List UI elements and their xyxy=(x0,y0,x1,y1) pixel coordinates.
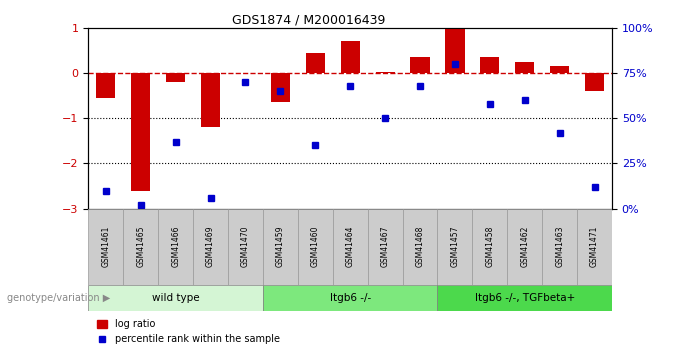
Bar xyxy=(88,209,123,285)
Bar xyxy=(368,209,403,285)
Bar xyxy=(271,73,290,102)
Bar xyxy=(445,28,464,73)
Text: Itgb6 -/-: Itgb6 -/- xyxy=(330,293,371,303)
Text: GSM41465: GSM41465 xyxy=(136,226,146,267)
Bar xyxy=(193,209,228,285)
Bar xyxy=(507,209,542,285)
Bar xyxy=(437,285,612,310)
Text: GSM41463: GSM41463 xyxy=(555,226,564,267)
Text: GSM41459: GSM41459 xyxy=(276,226,285,267)
Text: GSM41458: GSM41458 xyxy=(486,226,494,267)
Bar xyxy=(515,61,534,73)
Bar xyxy=(542,209,577,285)
Bar xyxy=(298,209,333,285)
Bar xyxy=(411,57,430,73)
Text: GSM41469: GSM41469 xyxy=(206,226,215,267)
Bar xyxy=(97,73,116,98)
Text: GSM41464: GSM41464 xyxy=(345,226,355,267)
Text: genotype/variation ▶: genotype/variation ▶ xyxy=(7,293,110,303)
Text: GSM41462: GSM41462 xyxy=(520,226,529,267)
Text: GSM41461: GSM41461 xyxy=(101,226,110,267)
Bar xyxy=(306,52,325,73)
Bar xyxy=(333,209,368,285)
Text: GSM41471: GSM41471 xyxy=(590,226,599,267)
Bar xyxy=(341,41,360,73)
Bar xyxy=(403,209,437,285)
Text: wild type: wild type xyxy=(152,293,199,303)
Text: GSM41457: GSM41457 xyxy=(450,226,460,267)
Bar xyxy=(473,209,507,285)
Text: GSM41460: GSM41460 xyxy=(311,226,320,267)
Bar xyxy=(437,209,473,285)
Bar xyxy=(131,73,150,190)
Bar xyxy=(585,73,604,91)
Bar xyxy=(263,285,437,310)
Title: GDS1874 / M200016439: GDS1874 / M200016439 xyxy=(232,13,385,27)
Bar xyxy=(550,66,569,73)
Bar xyxy=(158,209,193,285)
Bar xyxy=(166,73,185,82)
Text: GSM41466: GSM41466 xyxy=(171,226,180,267)
Bar xyxy=(480,57,499,73)
Bar xyxy=(375,71,394,73)
Text: GSM41470: GSM41470 xyxy=(241,226,250,267)
Text: GSM41468: GSM41468 xyxy=(415,226,424,267)
Bar xyxy=(577,209,612,285)
Bar xyxy=(88,285,263,310)
Bar xyxy=(263,209,298,285)
Bar xyxy=(123,209,158,285)
Legend: log ratio, percentile rank within the sample: log ratio, percentile rank within the sa… xyxy=(93,315,284,345)
Bar xyxy=(228,209,263,285)
Text: GSM41467: GSM41467 xyxy=(381,226,390,267)
Text: Itgb6 -/-, TGFbeta+: Itgb6 -/-, TGFbeta+ xyxy=(475,293,575,303)
Bar xyxy=(201,73,220,127)
